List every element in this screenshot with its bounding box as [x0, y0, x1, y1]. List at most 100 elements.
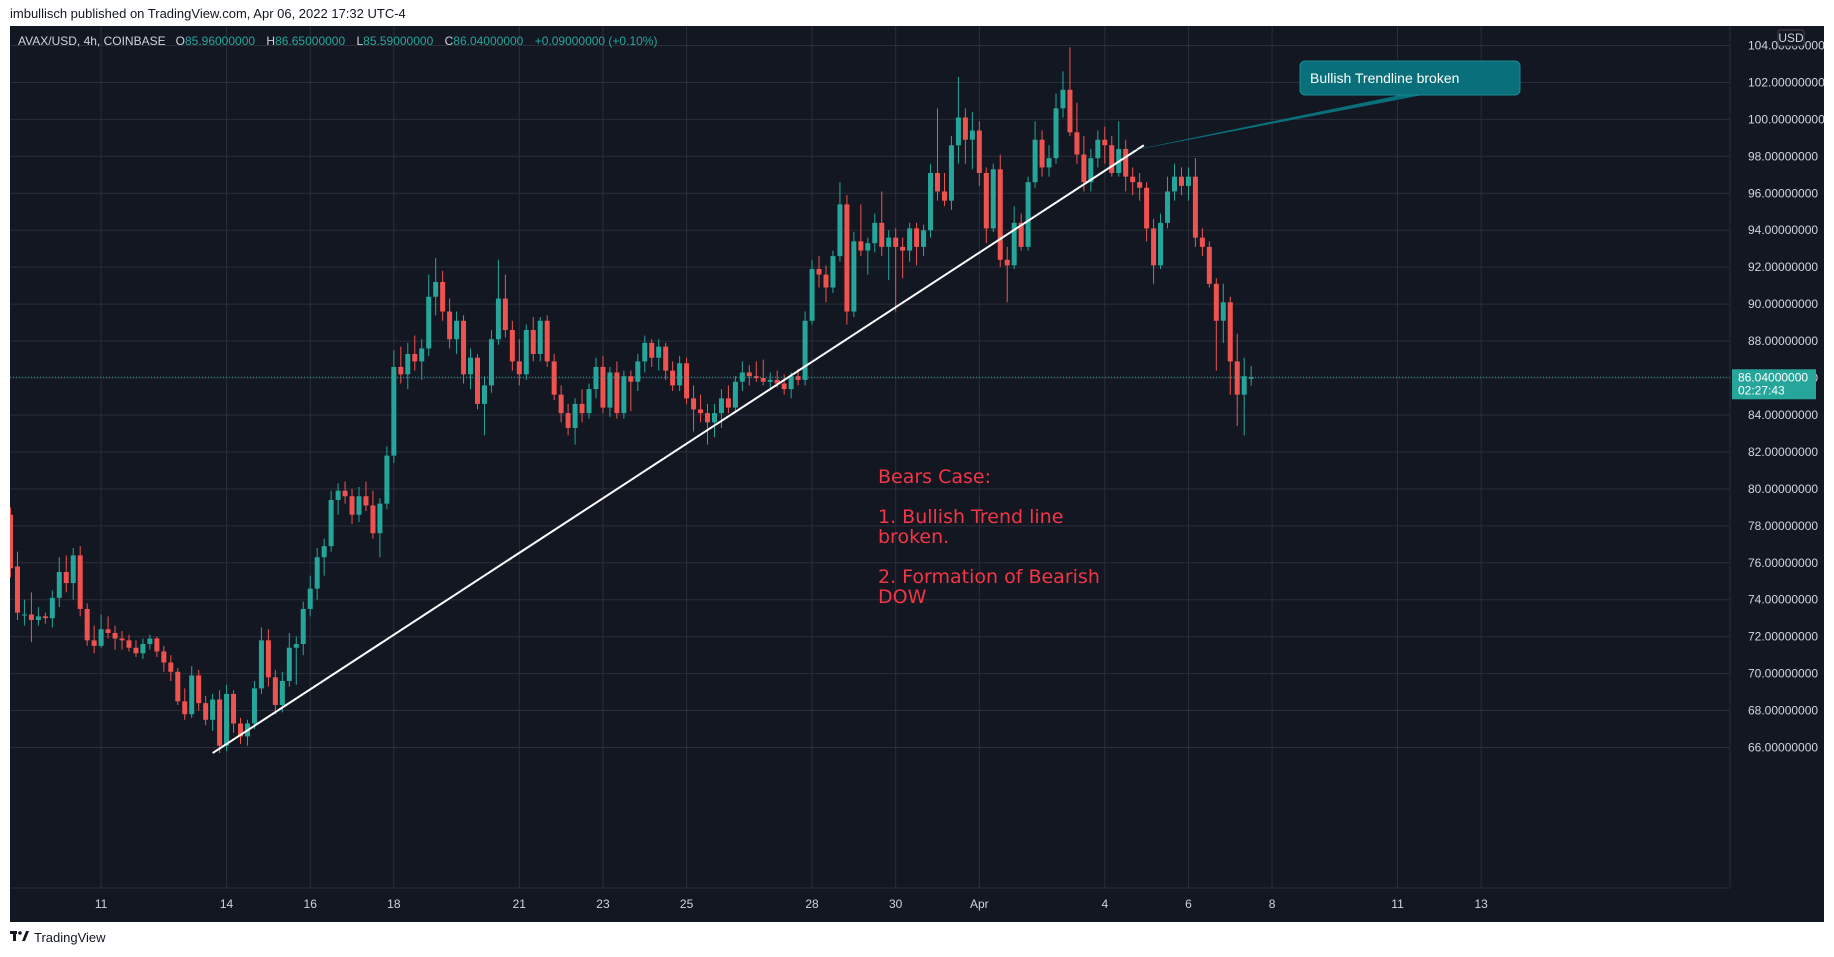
candle — [300, 601, 306, 656]
candle — [732, 376, 738, 414]
candle — [21, 599, 27, 626]
high-value: 86.65000000 — [275, 34, 346, 48]
candle-body — [677, 363, 683, 386]
currency-badge[interactable] — [1777, 29, 1805, 47]
candle — [42, 612, 48, 624]
candle-body — [502, 298, 508, 330]
candle-body — [49, 597, 55, 619]
candle — [614, 361, 620, 419]
candle-body — [753, 376, 759, 379]
change-value: +0.09000000 (+0.10%) — [534, 34, 658, 48]
candle-body — [1095, 139, 1101, 159]
candle-body — [314, 557, 320, 589]
candle — [1074, 102, 1080, 164]
candle-body — [328, 499, 334, 547]
callout[interactable]: Bullish Trendline broken — [1117, 60, 1521, 154]
candle — [586, 383, 592, 419]
candle — [210, 693, 216, 731]
candle — [565, 403, 571, 436]
candle — [816, 256, 822, 288]
candle — [35, 607, 41, 626]
price-tick-label: 70.00000000 — [1748, 667, 1818, 681]
brand-name[interactable]: TradingView — [34, 930, 106, 945]
candle-body — [293, 644, 299, 648]
candle — [698, 394, 704, 423]
candle — [523, 324, 529, 380]
time-tick-label: 30 — [889, 897, 903, 911]
candle — [175, 668, 181, 706]
candle — [1123, 139, 1129, 192]
candle — [196, 669, 202, 711]
candle-body — [265, 640, 271, 678]
candle-body — [391, 366, 397, 456]
candle — [1199, 228, 1205, 257]
candle-body — [1199, 237, 1205, 247]
candle — [1088, 148, 1094, 192]
price-tick-label: 84.00000000 — [1748, 408, 1818, 422]
close-value: 86.04000000 — [453, 34, 524, 48]
bears-case-note[interactable]: Bears Case: 1. Bullish Trend line broken… — [878, 466, 1100, 608]
time-tick-label: 11 — [95, 897, 108, 911]
candle-body — [363, 496, 369, 506]
high-label: H — [266, 34, 276, 48]
candle — [579, 389, 585, 423]
symbol-label[interactable]: AVAX/USD, 4h, COINBASE — [18, 34, 166, 48]
candle-body — [1074, 132, 1080, 155]
chart-pane[interactable]: Bullish Trendline broken Bears Case: 1. … — [10, 26, 1824, 922]
candle — [495, 259, 501, 345]
candle — [941, 172, 947, 207]
candle-body — [272, 677, 278, 706]
candle-body — [962, 117, 968, 140]
candle-body — [300, 608, 306, 645]
candle — [251, 680, 257, 730]
candle-body — [42, 616, 48, 619]
trendline[interactable] — [212, 144, 1145, 754]
candle — [607, 366, 613, 417]
candle — [342, 481, 348, 504]
price-tick-label: 80.00000000 — [1748, 482, 1818, 496]
time-axis[interactable]: 11 14 16 18 21 23 25 28 30 Apr 4 6 8 11 13 — [10, 887, 1824, 922]
tradingview-logo-icon[interactable] — [10, 930, 30, 945]
candle — [823, 265, 829, 303]
price-chart[interactable]: Bullish Trendline broken Bears Case: 1. … — [10, 26, 1824, 922]
candle — [1004, 246, 1010, 303]
candle — [983, 167, 989, 244]
candles-group — [10, 47, 1254, 754]
candle-body — [969, 130, 975, 140]
candle — [265, 629, 271, 687]
price-axis[interactable]: 66.00000000 68.00000000 70.00000000 72.0000… — [1729, 26, 1824, 922]
candle — [809, 259, 815, 325]
candle-body — [35, 616, 41, 621]
candle — [1046, 145, 1052, 177]
candle — [1234, 333, 1240, 427]
candle-body — [844, 204, 850, 312]
candle — [788, 372, 794, 399]
low-label: L — [356, 34, 364, 48]
candle-body — [948, 145, 954, 201]
candle — [412, 335, 418, 371]
candle — [621, 370, 627, 419]
candle — [231, 690, 237, 733]
price-tick-label: 76.00000000 — [1748, 556, 1818, 570]
candle — [593, 357, 599, 399]
candle-body — [454, 320, 460, 340]
candle-body — [851, 241, 857, 312]
candle-body — [1060, 89, 1066, 109]
candle-body — [56, 572, 62, 598]
candle-body — [1248, 377, 1254, 379]
candle — [663, 342, 669, 380]
candle-body — [1004, 259, 1010, 266]
candle-body — [342, 490, 348, 497]
candle — [1144, 182, 1150, 242]
price-tick-label: 74.00000000 — [1748, 593, 1818, 607]
candle-body — [1165, 191, 1171, 223]
bears-case-line-2b: DOW — [878, 586, 927, 608]
candle — [1220, 283, 1226, 343]
price-tick-label: 94.00000000 — [1748, 223, 1818, 237]
candle — [656, 339, 662, 371]
candle-body — [1241, 376, 1247, 395]
candle — [1137, 172, 1143, 201]
candle-body — [774, 379, 780, 384]
candle-body — [691, 398, 697, 410]
candle-body — [98, 629, 104, 646]
